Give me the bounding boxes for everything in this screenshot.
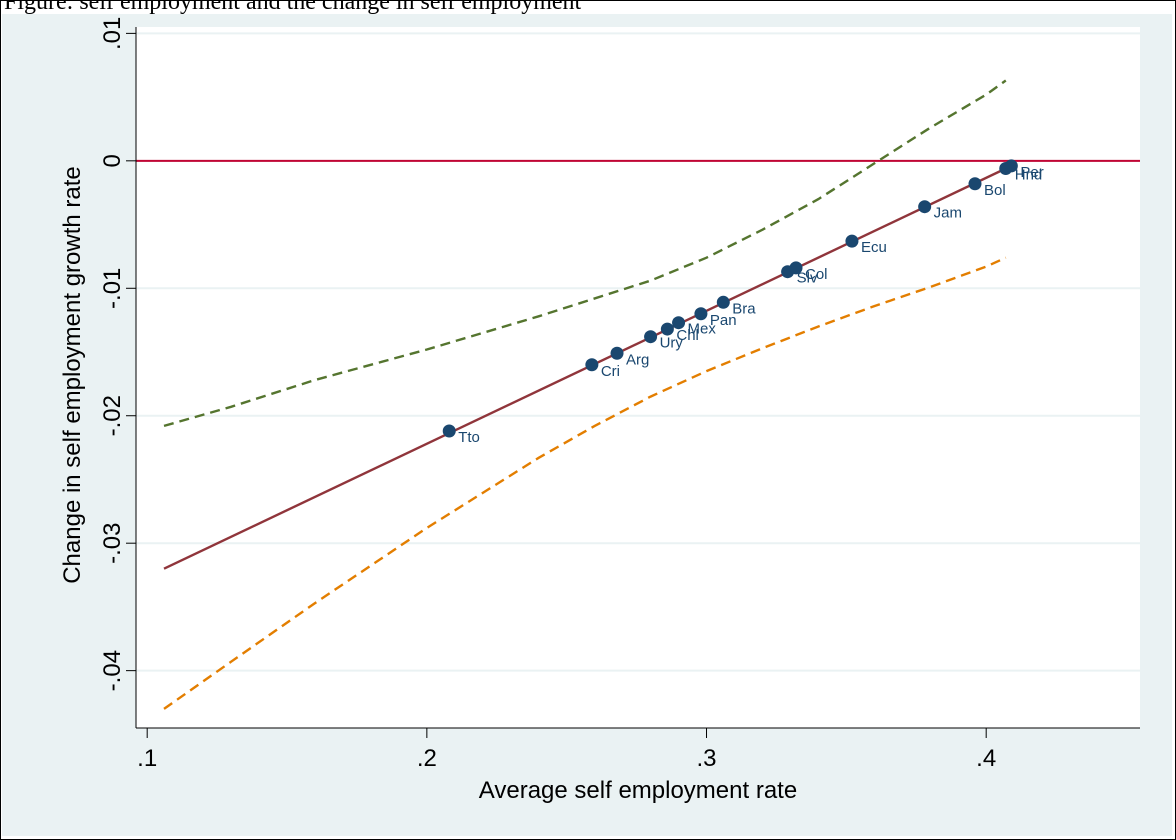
y-tick-label: 0 [99, 154, 126, 167]
point-label: Hnd [1015, 166, 1043, 183]
point-label: Arg [626, 351, 649, 368]
point-label: Bra [732, 300, 756, 317]
data-point [789, 261, 803, 275]
x-axis-title: Average self employment rate [479, 777, 797, 804]
data-points [442, 159, 1018, 438]
lower-confidence-line [163, 256, 1007, 710]
y-tick-label: -.03 [99, 523, 126, 564]
y-tick-label: -.01 [99, 268, 126, 309]
point-label: Col [805, 266, 828, 283]
data-point [845, 234, 859, 248]
axes: .01 0 -.01 -.02 -.03 -.04 .1 .2 .3 .4 [99, 17, 1140, 772]
point-label: Ecu [861, 239, 887, 256]
data-point [442, 424, 456, 438]
figure-caption: Figure: self employment and the change i… [4, 0, 582, 15]
x-tick-label: .3 [697, 745, 717, 772]
point-label: Ury [660, 335, 684, 352]
x-tick-label: .4 [976, 745, 996, 772]
y-tick-label: -.04 [99, 650, 126, 691]
data-point [672, 316, 686, 330]
data-point [610, 346, 624, 360]
point-label: Pan [710, 312, 737, 329]
y-tick-label: .01 [99, 17, 126, 50]
point-label: Jam [934, 205, 962, 222]
plot-area [136, 27, 1140, 728]
data-point [1004, 159, 1018, 173]
data-point [694, 307, 708, 321]
point-label: Slv [797, 270, 818, 287]
x-tick-label: .2 [417, 745, 437, 772]
point-label: Bol [984, 182, 1006, 199]
y-axis-title: Change in self employment growth rate [59, 166, 86, 584]
point-label: Cri [601, 363, 620, 380]
confidence-band-layer [163, 79, 1007, 710]
y-tick-label: -.02 [99, 395, 126, 436]
point-label: Per [1020, 164, 1043, 181]
data-point [585, 358, 599, 372]
point-label: Tto [458, 429, 480, 446]
data-point [644, 330, 658, 344]
upper-confidence-line [163, 79, 1007, 428]
fitted-line [163, 167, 1007, 570]
data-point [660, 322, 674, 336]
fit-line-layer [163, 167, 1007, 570]
data-point [918, 200, 932, 214]
data-point [716, 295, 730, 309]
point-label: Mex [688, 321, 717, 338]
point-label: Chl [676, 327, 699, 344]
data-point [968, 177, 982, 191]
x-tick-label: .1 [137, 745, 157, 772]
